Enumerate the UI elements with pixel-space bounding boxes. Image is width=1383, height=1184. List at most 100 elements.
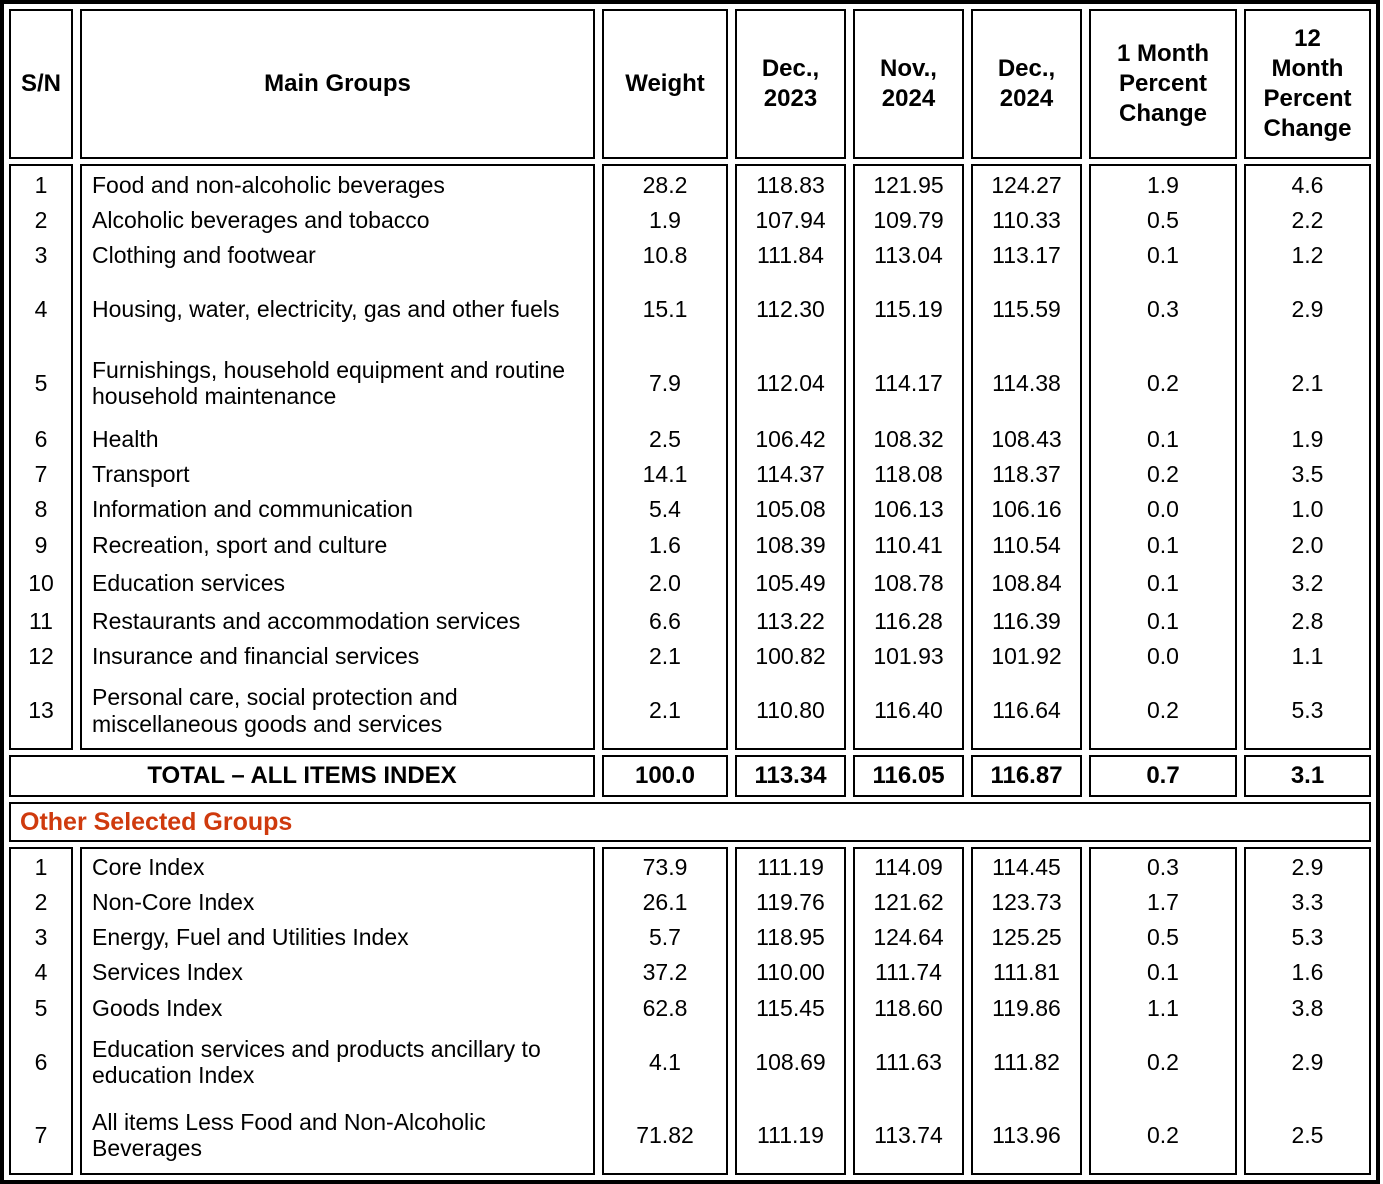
- name-cell: Non-Core Index: [92, 889, 255, 916]
- nov24-cell: 111.74: [875, 959, 942, 986]
- weight-cell: 1.9: [649, 207, 681, 234]
- column-nov24: 114.09 121.62 124.64 111.74 118.60 111.63 113.…: [853, 847, 964, 1175]
- nov24-cell: 113.04: [874, 242, 943, 269]
- dec23-cell: 112.04: [756, 369, 825, 396]
- chg12m-cell: 2.9: [1291, 1048, 1324, 1075]
- name-cell: Insurance and financial services: [92, 643, 420, 670]
- sn-cell: 6: [34, 1048, 48, 1075]
- sn-cell: 1: [34, 171, 48, 198]
- nov24-cell: 108.78: [873, 569, 944, 596]
- dec24-cell: 114.45: [992, 854, 1061, 881]
- weight-cell: 10.8: [642, 242, 688, 269]
- chg12m-cell: 5.3: [1291, 924, 1324, 951]
- dec23-cell: 105.08: [755, 496, 826, 523]
- column-name: Food and non-alcoholic beverages Alcoholi…: [80, 164, 595, 750]
- dec24-cell: 108.43: [991, 425, 1062, 452]
- chg12m-cell: 3.5: [1291, 461, 1324, 488]
- dec23-cell: 115.45: [756, 994, 825, 1021]
- dec24-cell: 124.27: [991, 171, 1062, 198]
- sn-cell: 3: [34, 242, 48, 269]
- name-cell: All items Less Food and Non-Alcoholic Be…: [92, 1108, 486, 1161]
- weight-cell: 62.8: [642, 994, 688, 1021]
- column-dec24: 114.45 123.73 125.25 111.81 119.86 111.82 113.…: [971, 847, 1082, 1175]
- chg1m-cell: 0.2: [1147, 1048, 1179, 1075]
- name-cell: Clothing and footwear: [92, 242, 316, 269]
- name-cell: Services Index: [92, 959, 243, 986]
- dec23-cell: 106.42: [755, 425, 826, 452]
- dec23-cell: 119.76: [756, 889, 825, 916]
- dec23-cell: 111.19: [757, 1121, 824, 1148]
- dec24-cell: 110.54: [992, 531, 1061, 558]
- nov24-cell: 110.41: [874, 531, 943, 558]
- sn-cell: 3: [34, 924, 48, 951]
- total-nov-2024: 116.05: [853, 755, 964, 797]
- name-cell: Personal care, social protection and mis…: [92, 684, 458, 737]
- sn-cell: 13: [28, 697, 54, 724]
- chg12m-cell: 1.6: [1291, 959, 1324, 986]
- sn-cell: 5: [34, 369, 48, 396]
- total-weight: 100.0: [602, 755, 728, 797]
- table-header-row: S/N Main Groups Weight Dec., 2023 Nov., …: [9, 9, 1371, 159]
- name-cell: Education services: [92, 569, 286, 596]
- total-1-month: 0.7: [1089, 755, 1237, 797]
- dec23-cell: 107.94: [755, 207, 826, 234]
- name-cell: Food and non-alcoholic beverages: [92, 171, 445, 198]
- column-dec23: 111.19 119.76 118.95 110.00 115.45 108.69 111.…: [735, 847, 846, 1175]
- total-row: TOTAL – ALL ITEMS INDEX 100.0 113.34 116…: [9, 755, 1371, 797]
- column-weight: 28.2 1.9 10.8 15.1 7.9 2.5 14.1 5.4 1.6 2.0 6.6 2.1…: [602, 164, 728, 750]
- name-cell: Housing, water, electricity, gas and oth…: [92, 295, 560, 322]
- sn-cell: 8: [34, 496, 48, 523]
- nov24-cell: 118.60: [874, 994, 943, 1021]
- weight-cell: 6.6: [649, 607, 681, 634]
- total-12-month: 3.1: [1244, 755, 1371, 797]
- weight-cell: 37.2: [642, 959, 688, 986]
- name-cell: Restaurants and accommodation services: [92, 607, 521, 634]
- header-nov-2024: Nov., 2024: [853, 9, 964, 159]
- nov24-cell: 111.63: [875, 1048, 942, 1075]
- sn-cell: 4: [34, 295, 48, 322]
- sn-cell: 9: [34, 531, 48, 558]
- dec24-cell: 116.39: [992, 607, 1061, 634]
- column-sn: 1 2 3 4 5 6 7 8 9 10 11 12 13: [9, 164, 73, 750]
- dec23-cell: 111.84: [757, 242, 824, 269]
- dec24-cell: 106.16: [991, 496, 1062, 523]
- chg1m-cell: 0.3: [1147, 295, 1179, 322]
- chg1m-cell: 0.1: [1147, 425, 1179, 452]
- nov24-cell: 116.40: [874, 697, 943, 724]
- header-main-groups: Main Groups: [80, 9, 595, 159]
- nov24-cell: 115.19: [874, 295, 943, 322]
- chg12m-cell: 5.3: [1291, 697, 1324, 724]
- weight-cell: 71.82: [636, 1121, 694, 1148]
- dec23-cell: 114.37: [756, 461, 825, 488]
- dec24-cell: 108.84: [991, 569, 1062, 596]
- name-cell: Information and communication: [92, 496, 413, 523]
- total-label: TOTAL – ALL ITEMS INDEX: [9, 755, 595, 797]
- sn-cell: 10: [28, 569, 54, 596]
- name-cell: Energy, Fuel and Utilities Index: [92, 924, 409, 951]
- other-groups-body: 1 2 3 4 5 6 7 Core Index Non-Core Index Energy, F…: [9, 847, 1371, 1175]
- dec24-cell: 116.64: [992, 697, 1061, 724]
- sn-cell: 7: [34, 1121, 48, 1148]
- dec24-cell: 113.17: [992, 242, 1061, 269]
- header-sn: S/N: [9, 9, 73, 159]
- dec23-cell: 110.80: [756, 697, 825, 724]
- column-chg12m: 2.9 3.3 5.3 1.6 3.8 2.9 2.5: [1244, 847, 1371, 1175]
- sn-cell: 11: [29, 607, 53, 634]
- sn-cell: 12: [28, 643, 54, 670]
- column-chg12m: 4.6 2.2 1.2 2.9 2.1 1.9 3.5 1.0 2.0 3.2 2.8 1.1 5.3: [1244, 164, 1371, 750]
- chg12m-cell: 1.1: [1291, 643, 1324, 670]
- dec24-cell: 110.33: [992, 207, 1061, 234]
- nov24-cell: 101.93: [873, 643, 944, 670]
- column-chg1m: 0.3 1.7 0.5 0.1 1.1 0.2 0.2: [1089, 847, 1237, 1175]
- weight-cell: 1.6: [649, 531, 681, 558]
- chg1m-cell: 0.0: [1147, 643, 1179, 670]
- chg1m-cell: 0.5: [1147, 924, 1179, 951]
- dec23-cell: 108.69: [755, 1048, 826, 1075]
- weight-cell: 2.5: [649, 425, 681, 452]
- nov24-cell: 113.74: [874, 1121, 943, 1148]
- total-dec-2024: 116.87: [971, 755, 1082, 797]
- chg1m-cell: 0.1: [1147, 242, 1179, 269]
- column-dec24: 124.27 110.33 113.17 115.59 114.38 108.43 118.…: [971, 164, 1082, 750]
- chg1m-cell: 0.2: [1147, 369, 1179, 396]
- dec23-cell: 111.19: [757, 854, 824, 881]
